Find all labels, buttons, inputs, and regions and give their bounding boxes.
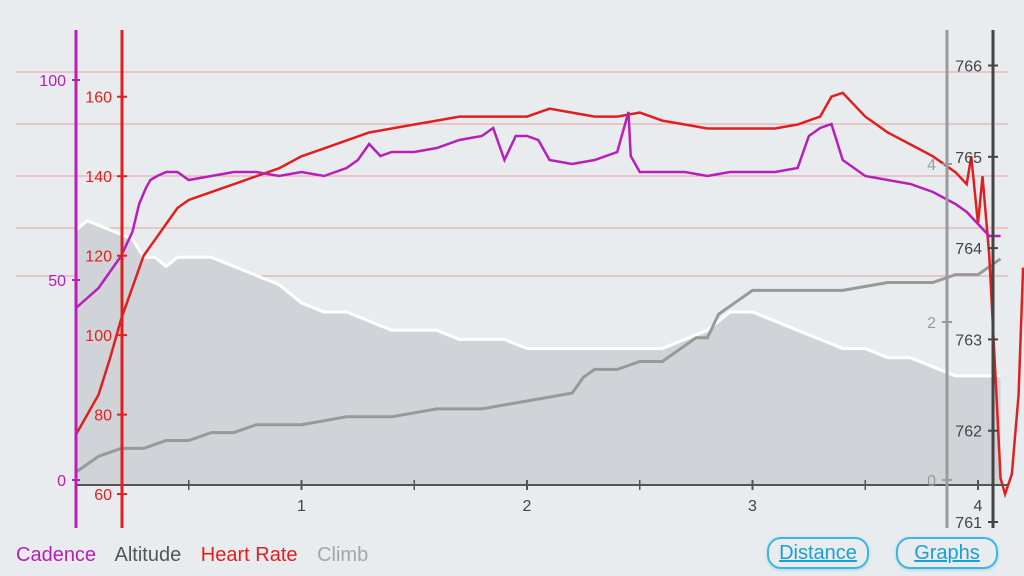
heart-rate-line xyxy=(74,91,1024,499)
cadence-tick-label-100: 100 xyxy=(39,73,66,90)
cadence-line xyxy=(75,111,1001,309)
cadence-tick-label-50: 50 xyxy=(48,273,66,290)
altitude-tick-label-765: 765 xyxy=(955,150,982,167)
x-tick-label-1: 1 xyxy=(297,498,306,515)
heart-rate-tick-label-140: 140 xyxy=(85,169,112,186)
x-tick-label-3: 3 xyxy=(748,498,757,515)
climb-tick-label-0: 0 xyxy=(927,473,936,490)
legend-climb: Climb xyxy=(317,544,369,566)
altitude-tick-label-761: 761 xyxy=(955,515,982,532)
legend: Cadence Altitude Heart Rate Climb xyxy=(16,544,382,567)
heart-rate-tick-label-100: 100 xyxy=(85,328,112,345)
legend-altitude: Altitude xyxy=(114,544,182,566)
altitude-area xyxy=(76,220,1001,485)
altitude-tick-label-762: 762 xyxy=(955,424,982,441)
heart-rate-tick-label-60: 60 xyxy=(94,487,112,504)
cadence-tick-label-0: 0 xyxy=(57,473,66,490)
legend-cadence: Cadence xyxy=(16,544,97,566)
altitude-tick-label-764: 764 xyxy=(955,241,982,258)
distance-button[interactable]: Distance xyxy=(767,537,869,569)
x-tick-label-4: 4 xyxy=(974,498,983,515)
graphs-button[interactable]: Graphs xyxy=(896,537,998,569)
heart-rate-tick-label-120: 120 xyxy=(85,249,112,266)
heart-rate-tick-label-160: 160 xyxy=(85,90,112,107)
altitude-outline xyxy=(75,218,1001,378)
heart-rate-tick-label-80: 80 xyxy=(94,408,112,425)
altitude-tick-label-763: 763 xyxy=(955,332,982,349)
climb-tick-label-4: 4 xyxy=(927,157,936,174)
x-tick-label-2: 2 xyxy=(523,498,532,515)
climb-tick-label-2: 2 xyxy=(927,315,936,332)
legend-heart-rate: Heart Rate xyxy=(200,544,298,566)
altitude-tick-label-766: 766 xyxy=(955,59,982,76)
climb-line xyxy=(75,257,1002,474)
chart-area: 1 2 3 4050100608010012014016002476176276376… xyxy=(16,30,1024,532)
